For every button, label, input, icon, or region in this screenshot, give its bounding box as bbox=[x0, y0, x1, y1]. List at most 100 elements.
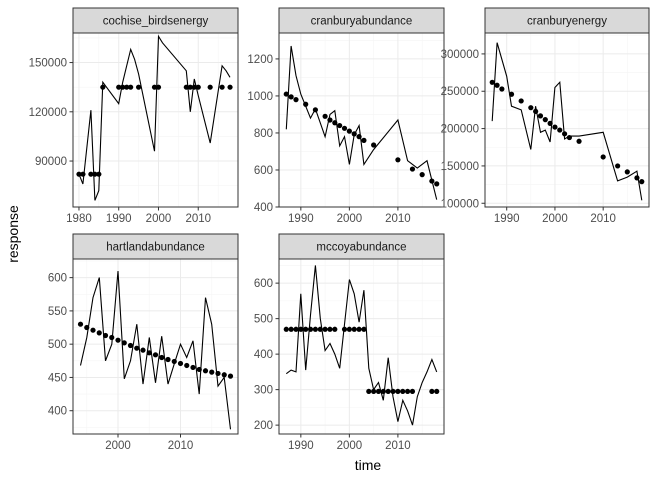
data-point bbox=[322, 326, 328, 332]
x-axis-title: time bbox=[355, 457, 382, 473]
data-point bbox=[547, 120, 553, 126]
data-point bbox=[317, 326, 323, 332]
y-tick-label: 300000 bbox=[441, 49, 479, 61]
data-point bbox=[385, 388, 391, 395]
data-point bbox=[187, 84, 193, 90]
data-point bbox=[322, 113, 328, 119]
series-line bbox=[78, 34, 231, 201]
panel-background bbox=[485, 33, 649, 207]
data-point bbox=[346, 326, 352, 332]
facet-strip-label: mccoyabundance bbox=[316, 242, 406, 254]
data-point bbox=[528, 105, 534, 111]
y-axis-title: response bbox=[5, 205, 21, 263]
x-tick-label: 1990 bbox=[106, 213, 132, 225]
data-point bbox=[207, 84, 213, 90]
data-point bbox=[429, 388, 435, 395]
facet-strip bbox=[72, 233, 239, 260]
y-tick-label: 250000 bbox=[441, 86, 479, 98]
x-tick-label: 2010 bbox=[168, 440, 194, 452]
data-point bbox=[102, 332, 109, 339]
x-tick-label: 1990 bbox=[288, 440, 314, 452]
x-tick-label: 2000 bbox=[337, 440, 363, 452]
data-point bbox=[134, 345, 140, 351]
facet-strip-label: cochise_birdsenergy bbox=[103, 16, 209, 28]
data-point bbox=[195, 84, 201, 90]
data-point bbox=[312, 326, 318, 332]
data-point bbox=[80, 171, 86, 177]
data-point bbox=[151, 84, 158, 90]
data-point bbox=[341, 326, 348, 332]
data-point bbox=[395, 388, 401, 395]
data-point bbox=[639, 179, 645, 185]
data-point bbox=[419, 172, 425, 178]
data-point bbox=[380, 388, 386, 395]
data-point bbox=[615, 163, 621, 169]
data-point bbox=[191, 84, 197, 90]
data-point bbox=[136, 84, 142, 90]
data-point bbox=[215, 370, 221, 377]
data-point bbox=[405, 388, 411, 395]
data-point bbox=[127, 342, 134, 349]
data-point bbox=[341, 125, 348, 131]
data-point bbox=[624, 169, 630, 175]
y-tick-label: 300 bbox=[254, 385, 273, 397]
panel-mccoyabundance: mccoyabundance 1990 2000 2010 200 300 400 500 60… bbox=[254, 233, 445, 452]
panel-border bbox=[278, 258, 445, 435]
x-tick-label: 2000 bbox=[105, 440, 131, 452]
data-point bbox=[120, 84, 126, 90]
data-point bbox=[346, 128, 352, 134]
data-point bbox=[177, 360, 184, 367]
data-point bbox=[77, 321, 84, 327]
y-tick-label: 500 bbox=[48, 339, 67, 351]
panel-cochise_birdsenergy: cochise_birdsenergy 1980 1990 2000 2010 90000… bbox=[29, 7, 239, 225]
data-point bbox=[561, 131, 568, 137]
y-tick-label: 1200 bbox=[247, 54, 273, 66]
data-point bbox=[288, 326, 294, 332]
y-tick-label: 600 bbox=[254, 278, 273, 290]
data-point bbox=[84, 324, 90, 331]
data-point bbox=[146, 350, 152, 356]
panel-border bbox=[278, 32, 445, 208]
y-tick-label: 100000 bbox=[441, 198, 479, 210]
x-tick-label: 1990 bbox=[494, 213, 520, 225]
data-point bbox=[88, 171, 94, 177]
x-tick-label: 2010 bbox=[385, 213, 411, 225]
data-point bbox=[140, 347, 146, 353]
data-point bbox=[351, 326, 357, 332]
data-point bbox=[307, 326, 314, 332]
data-point bbox=[327, 326, 333, 332]
facet-strip bbox=[278, 233, 445, 260]
y-tick-label: 400 bbox=[254, 349, 273, 361]
data-point bbox=[434, 181, 440, 187]
y-tick-label: 200000 bbox=[441, 124, 479, 136]
data-point bbox=[76, 171, 82, 177]
data-point bbox=[499, 86, 505, 92]
data-point bbox=[351, 131, 357, 137]
data-point bbox=[361, 137, 367, 143]
data-point bbox=[552, 124, 558, 130]
data-point bbox=[409, 388, 416, 395]
data-point bbox=[96, 171, 102, 177]
data-point bbox=[196, 366, 202, 373]
facet-strip bbox=[484, 7, 650, 34]
data-point bbox=[219, 84, 225, 90]
data-point bbox=[124, 84, 130, 90]
data-point bbox=[361, 326, 367, 332]
data-point bbox=[165, 356, 171, 363]
panel-background bbox=[73, 259, 238, 434]
data-point bbox=[128, 84, 134, 90]
data-point bbox=[171, 358, 177, 365]
panel-hartlandabundance: hartlandabundance 2000 2010 400 450 500 550 600 bbox=[48, 233, 239, 452]
data-point bbox=[283, 326, 289, 332]
data-point bbox=[303, 101, 309, 107]
data-point bbox=[371, 388, 377, 395]
panel-border bbox=[484, 32, 650, 208]
data-point bbox=[429, 178, 435, 184]
data-point bbox=[542, 117, 548, 123]
facet-strip bbox=[278, 7, 445, 34]
data-point bbox=[395, 157, 401, 163]
data-point bbox=[298, 326, 304, 332]
data-point bbox=[600, 154, 606, 160]
data-point bbox=[221, 372, 227, 378]
data-point bbox=[227, 84, 233, 90]
